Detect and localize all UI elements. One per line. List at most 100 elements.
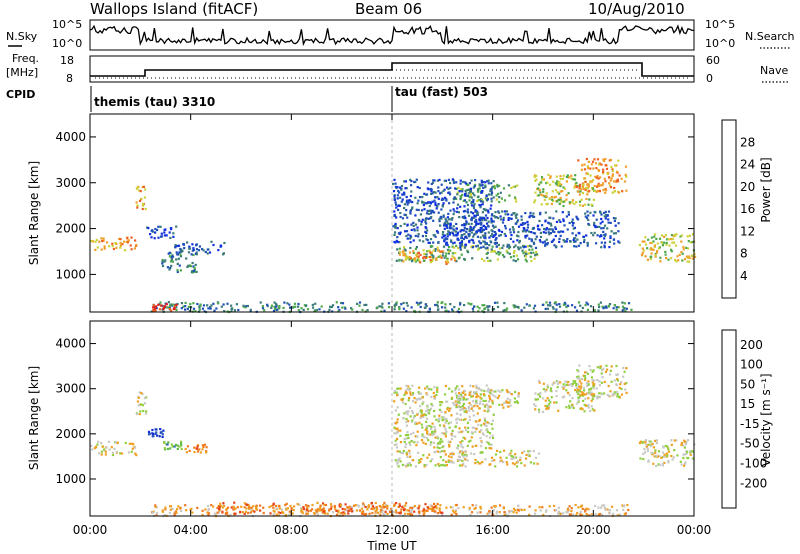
velocity-cell [590,513,593,516]
velocity-cell [624,388,627,391]
power-cell [138,189,141,192]
power-cell [428,241,431,244]
power-cell [512,255,515,258]
power-cell [556,181,559,184]
power-cell [436,303,439,306]
power-cell [585,186,588,189]
power-cell [655,237,658,240]
power-cell [166,266,169,269]
velocity-cell [381,511,384,514]
power-cell [527,245,530,248]
velocity-cell [97,440,100,443]
power-cell [425,238,428,241]
velocity-cell [436,437,440,440]
power-cell [514,222,517,225]
velocity-cell [461,460,464,463]
power-cell [468,228,471,231]
power-cell [625,307,628,310]
power-cell [442,215,445,218]
velocity-cell [435,393,438,397]
power-cell [603,177,606,180]
velocity-cell [433,386,436,389]
velocity-cell [418,504,421,507]
velocity-cell [486,430,489,433]
power-cell [486,246,489,249]
power-cell [463,227,466,230]
power-cell [548,233,551,236]
power-cell [442,231,445,234]
power-cell [432,219,435,222]
power-cell [424,303,427,306]
power-cell [598,235,602,238]
power-cell [441,236,444,239]
power-cell [466,203,469,207]
power-cell [567,192,570,195]
velocity-cell [450,456,453,459]
power-cell [473,305,476,308]
power-cell [574,174,577,177]
velocity-cell [569,513,572,516]
velocity-cell [479,396,482,399]
velocity-cell [131,442,134,445]
power-cell [580,168,583,171]
power-cell [465,227,469,231]
power-cell [522,244,525,248]
velocity-cell [337,509,340,512]
velocity-cell [405,418,408,421]
power-cell [667,258,670,261]
velocity-cell [581,393,584,396]
velocity-cell [438,508,441,511]
velocity-cell [463,406,466,409]
power-cell [513,306,516,309]
power-cell [575,181,578,184]
velocity-cell [562,512,565,515]
velocity-cell [422,454,425,457]
velocity-cell [180,509,183,513]
velocity-cell [586,372,589,375]
power-cell [272,309,276,313]
power-cell [577,244,581,247]
velocity-cell [553,509,557,512]
power-cell [613,190,616,193]
velocity-cell [411,513,414,516]
power-cell [598,163,601,166]
power-cell [546,243,549,246]
velocity-cell [303,508,306,511]
power-cell [395,303,398,306]
power-cell [551,198,554,201]
velocity-cell [107,440,111,443]
power-cell [481,211,484,214]
power-cell [492,235,495,238]
power-cell [618,174,621,177]
power-cell [190,271,193,274]
power-cell [142,185,145,188]
power-cell [155,307,158,310]
power-cell [594,211,597,214]
power-cell [508,228,512,231]
velocity-cell [134,452,137,455]
power-cell [473,214,476,217]
velocity-cell [416,435,419,438]
power-cell [469,225,472,228]
velocity-cell [222,502,225,505]
velocity-cell [444,384,447,388]
velocity-cell [568,394,571,397]
power-cell [192,269,195,273]
power-cell [416,186,419,189]
velocity-cell [456,446,459,449]
power-cell [184,305,187,308]
velocity-cell [434,450,437,453]
velocity-cell [451,390,454,393]
velocity-y-label: Slant Range [km] [27,366,41,470]
power-cell [425,231,428,234]
velocity-cell [406,388,409,391]
velocity-cell [595,387,598,390]
power-cell [209,306,212,309]
nsky-series [89,24,694,47]
power-cell [565,198,568,201]
power-cell [273,301,276,304]
velocity-cell [457,458,460,461]
velocity-cell [409,391,412,394]
velocity-cell [140,403,143,406]
power-cell [163,305,166,308]
